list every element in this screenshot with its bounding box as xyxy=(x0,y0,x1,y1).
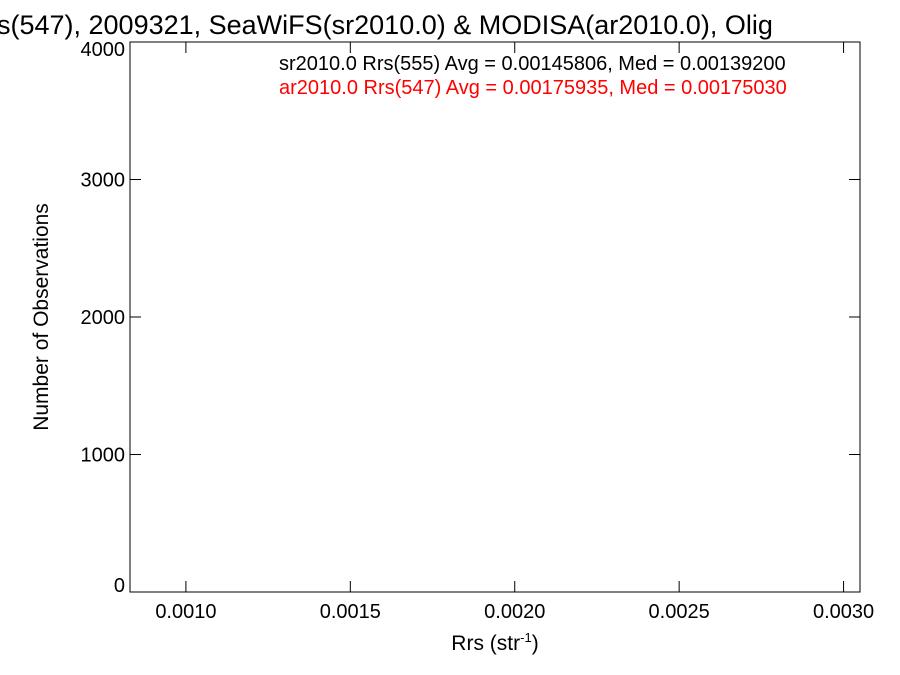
legend-annotations: sr2010.0 Rrs(555) Avg = 0.00145806, Med … xyxy=(279,53,787,99)
x-tick-label: 0.0015 xyxy=(320,601,381,623)
x-tick-label: 0.0010 xyxy=(155,601,216,623)
x-tick-label: 0.0020 xyxy=(484,601,545,623)
chart-title: rs(547), 2009321, SeaWiFS(sr2010.0) & MO… xyxy=(0,10,773,40)
annotation-text: ar2010.0 Rrs(547) Avg = 0.00175935, Med … xyxy=(279,77,787,99)
y-tick-label: 1000 xyxy=(81,445,126,467)
x-tick-label: 0.0025 xyxy=(649,601,710,623)
x-tick-label: 0.0030 xyxy=(813,601,874,623)
y-axis: 0 1000 2000 3000 4000 xyxy=(81,39,860,597)
y-axis-label: Number of Observations xyxy=(30,203,53,431)
y-tick-label: 3000 xyxy=(81,170,126,192)
x-axis: 0.0010 0.0015 0.0020 0.0025 0.0030 xyxy=(155,42,874,623)
x-axis-label-superscript: -1 xyxy=(520,630,532,645)
y-tick-label: 0 xyxy=(114,575,125,597)
annotation-text: sr2010.0 Rrs(555) Avg = 0.00145806, Med … xyxy=(279,53,786,75)
plot-area: 0.0010 0.0015 0.0020 0.0025 0.0030 0 1000 2000… xyxy=(81,39,874,623)
y-tick-label: 4000 xyxy=(81,39,126,61)
x-axis-label-close: ) xyxy=(532,632,539,655)
y-tick-label: 2000 xyxy=(81,307,126,329)
x-axis-label: Rrs (str-1) xyxy=(451,630,538,655)
x-axis-label-text: Rrs (str xyxy=(451,632,520,655)
